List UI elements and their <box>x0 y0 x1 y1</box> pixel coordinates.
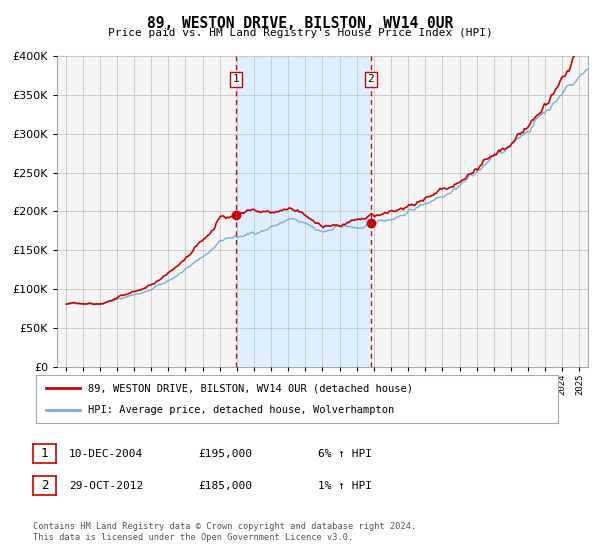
Text: 29-OCT-2012: 29-OCT-2012 <box>69 480 143 491</box>
Text: £185,000: £185,000 <box>198 480 252 491</box>
Text: HPI: Average price, detached house, Wolverhampton: HPI: Average price, detached house, Wolv… <box>88 405 394 415</box>
Text: 1: 1 <box>41 447 48 460</box>
Text: This data is licensed under the Open Government Licence v3.0.: This data is licensed under the Open Gov… <box>33 533 353 542</box>
Text: Contains HM Land Registry data © Crown copyright and database right 2024.: Contains HM Land Registry data © Crown c… <box>33 522 416 531</box>
Text: 89, WESTON DRIVE, BILSTON, WV14 0UR: 89, WESTON DRIVE, BILSTON, WV14 0UR <box>147 16 453 31</box>
Text: 89, WESTON DRIVE, BILSTON, WV14 0UR (detached house): 89, WESTON DRIVE, BILSTON, WV14 0UR (det… <box>88 383 413 393</box>
Text: 6% ↑ HPI: 6% ↑ HPI <box>318 449 372 459</box>
Text: £195,000: £195,000 <box>198 449 252 459</box>
Text: 1% ↑ HPI: 1% ↑ HPI <box>318 480 372 491</box>
Text: Price paid vs. HM Land Registry's House Price Index (HPI): Price paid vs. HM Land Registry's House … <box>107 28 493 38</box>
Text: 2: 2 <box>41 479 48 492</box>
Text: 1: 1 <box>233 74 239 85</box>
Text: 2: 2 <box>368 74 374 85</box>
Text: 10-DEC-2004: 10-DEC-2004 <box>69 449 143 459</box>
Bar <box>236 56 371 367</box>
